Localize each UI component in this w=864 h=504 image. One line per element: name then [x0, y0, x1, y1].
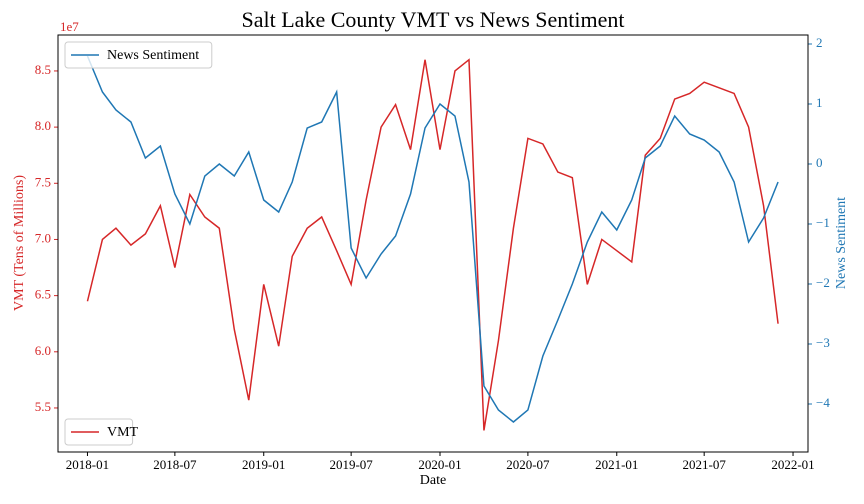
- y-offset-label: 1e7: [60, 19, 79, 34]
- x-axis-label: Date: [420, 473, 446, 488]
- y2-tick-label: 1: [816, 95, 823, 110]
- y2-tick-label: −1: [816, 215, 830, 230]
- y2-axis-label: News Sentiment: [834, 197, 849, 289]
- legend-label: VMT: [107, 425, 139, 440]
- x-tick-label: 2021-07: [682, 457, 726, 472]
- plot-frame: [57, 34, 809, 453]
- y-axis-label: VMT (Tens of Millions): [12, 175, 27, 311]
- chart-title: Salt Lake County VMT vs News Sentiment: [242, 7, 625, 32]
- x-tick-label: 2019-07: [329, 457, 373, 472]
- y2-tick-label: 2: [816, 35, 823, 50]
- y2-tick-label: −4: [816, 395, 830, 410]
- y-tick-label: 5.5: [35, 399, 51, 414]
- legend-box: [64, 41, 213, 69]
- x-tick-label: 2018-01: [66, 457, 109, 472]
- x-tick-label: 2022-01: [771, 457, 814, 472]
- y2-tick-label: −2: [816, 275, 830, 290]
- y-tick-label: 6.5: [35, 287, 51, 302]
- legend: News Sentiment: [64, 41, 213, 69]
- legend: VMT: [64, 418, 139, 446]
- y-tick-label: 8.0: [35, 118, 51, 133]
- x-tick-label: 2021-01: [595, 457, 638, 472]
- x-tick-label: 2019-01: [242, 457, 285, 472]
- y-tick-label: 8.5: [35, 62, 51, 77]
- data-line: [86, 58, 779, 431]
- y-tick-label: 7.5: [35, 174, 51, 189]
- x-tick-label: 2020-01: [418, 457, 461, 472]
- y2-tick-label: 0: [816, 155, 823, 170]
- legend-label: News Sentiment: [107, 48, 199, 63]
- y2-tick-label: −3: [816, 335, 830, 350]
- x-tick-label: 2020-07: [506, 457, 550, 472]
- data-line: [86, 55, 779, 423]
- y-tick-label: 7.0: [35, 230, 51, 245]
- y-tick-label: 6.0: [35, 343, 51, 358]
- x-tick-label: 2018-07: [153, 457, 197, 472]
